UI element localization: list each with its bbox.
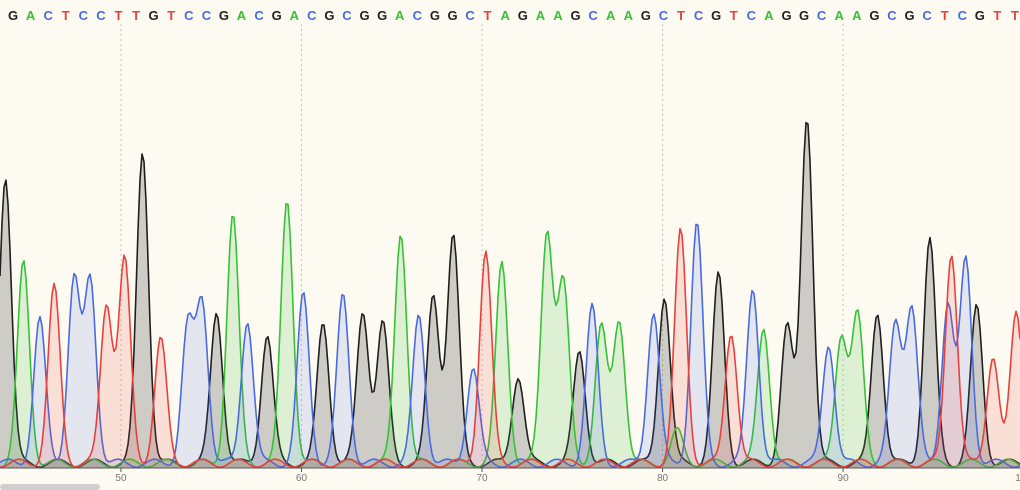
- base-call: C: [184, 8, 194, 23]
- horizontal-scrollbar[interactable]: [0, 484, 100, 490]
- x-tick-label: 80: [657, 473, 669, 484]
- base-call: G: [869, 8, 879, 23]
- trace-line-T: [0, 227, 1020, 468]
- x-tick-label: 50: [115, 473, 127, 484]
- x-tick-label: 70: [476, 473, 488, 484]
- base-call: A: [395, 8, 405, 23]
- base-call: G: [360, 8, 370, 23]
- base-call: T: [132, 8, 140, 23]
- base-call-bar: [0, 0, 1020, 24]
- base-call: A: [764, 8, 774, 23]
- base-call: G: [570, 8, 580, 23]
- base-call: G: [8, 8, 18, 23]
- x-tick-label: 90: [838, 473, 850, 484]
- base-call: C: [96, 8, 106, 23]
- base-call: T: [167, 8, 175, 23]
- base-call: C: [958, 8, 968, 23]
- base-call: C: [747, 8, 757, 23]
- trace-fill-A: [0, 203, 1020, 469]
- base-call: A: [606, 8, 616, 23]
- base-call: C: [307, 8, 317, 23]
- base-call: T: [115, 8, 123, 23]
- x-tick-label: 100: [1015, 473, 1020, 484]
- base-call: T: [62, 8, 70, 23]
- base-call: A: [553, 8, 563, 23]
- base-call: C: [342, 8, 352, 23]
- base-call: G: [711, 8, 721, 23]
- base-call: G: [219, 8, 229, 23]
- base-call: C: [202, 8, 212, 23]
- trace-fill-T: [0, 228, 1020, 468]
- base-call: C: [44, 8, 54, 23]
- base-call: G: [377, 8, 387, 23]
- base-call: C: [659, 8, 669, 23]
- base-call: G: [641, 8, 651, 23]
- base-call: C: [413, 8, 423, 23]
- base-call: G: [447, 8, 457, 23]
- base-call: A: [26, 8, 36, 23]
- base-call: C: [694, 8, 704, 23]
- base-call: C: [588, 8, 598, 23]
- base-call: G: [324, 8, 334, 23]
- base-call: T: [730, 8, 738, 23]
- base-call: A: [536, 8, 546, 23]
- trace-line-A: [0, 203, 1020, 468]
- base-call: T: [484, 8, 492, 23]
- trace-line-C: [0, 223, 1020, 468]
- base-call: A: [624, 8, 634, 23]
- base-call: C: [254, 8, 264, 23]
- base-call: T: [677, 8, 685, 23]
- base-call: T: [1011, 8, 1019, 23]
- base-call: G: [430, 8, 440, 23]
- base-call: G: [272, 8, 282, 23]
- grid-layer: [120, 24, 844, 468]
- base-call: T: [941, 8, 949, 23]
- base-call: C: [922, 8, 932, 23]
- base-call: G: [781, 8, 791, 23]
- base-call: G: [975, 8, 985, 23]
- base-call: C: [817, 8, 827, 23]
- base-call: G: [904, 8, 914, 23]
- x-axis: 50 60 70 80 90 100: [0, 467, 1020, 484]
- base-call: C: [465, 8, 475, 23]
- base-call: A: [237, 8, 247, 23]
- base-call: A: [501, 8, 511, 23]
- base-call: A: [290, 8, 300, 23]
- x-tick-label: 60: [296, 473, 308, 484]
- base-call: C: [887, 8, 897, 23]
- base-call: G: [149, 8, 159, 23]
- base-call: C: [79, 8, 89, 23]
- base-call: G: [799, 8, 809, 23]
- base-call: G: [518, 8, 528, 23]
- base-call: T: [993, 8, 1001, 23]
- base-call: A: [852, 8, 862, 23]
- base-call: A: [835, 8, 845, 23]
- trace-layer: [0, 121, 1020, 469]
